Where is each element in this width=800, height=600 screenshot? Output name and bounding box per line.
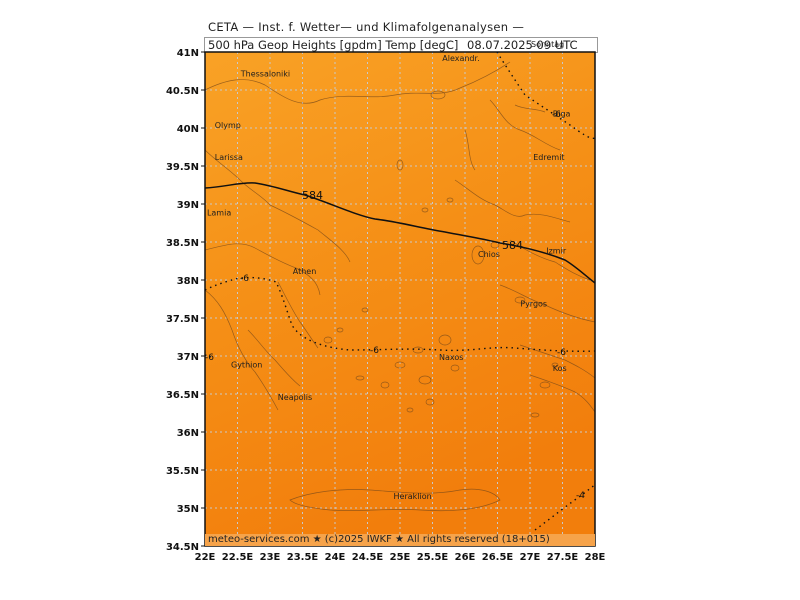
city-label: Gythion	[231, 360, 262, 369]
lon-tick-label: 24E	[325, 552, 346, 563]
lon-tick-label: 23E	[260, 552, 281, 563]
lon-tick-label: 24.5E	[352, 552, 384, 563]
lon-tick-label: 26.5E	[482, 552, 514, 563]
city-label: Biga	[553, 110, 571, 119]
city-label: Neapolis	[278, 393, 312, 402]
lat-tick-label: 41N	[177, 48, 199, 59]
lat-tick-label: 39N	[177, 200, 199, 211]
city-label: Larissa	[215, 153, 243, 162]
isotherms	[204, 51, 596, 531]
lon-tick-label: 25E	[390, 552, 411, 563]
isotherm-label: -6	[205, 353, 214, 363]
isotherm-label: -4	[576, 491, 585, 501]
lon-tick-label: 27.5E	[547, 552, 579, 563]
isotherm-label: -6	[240, 274, 249, 284]
lon-tick-label: 22.5E	[222, 552, 254, 563]
city-label: Heraklion	[394, 492, 432, 501]
city-label: Edremit	[533, 153, 564, 162]
city-labels: Thessaloniki Alexandr. Olymp Biga Larissa Edr…	[207, 54, 571, 501]
height-contour-label: 584	[302, 189, 323, 202]
isotherm-label: -6	[552, 110, 561, 120]
lat-tick-label: 36N	[177, 428, 199, 439]
lat-tick-label: 40N	[177, 124, 199, 135]
map-subtitle-variables: 500 hPa Geop Heights [gpdm] Temp [degC]	[208, 38, 459, 52]
map-subtitle-date: 08.07.2025 09 UTC	[467, 38, 578, 52]
lat-tick-label: 35.5N	[166, 466, 199, 477]
lat-tick-label: 38.5N	[166, 238, 199, 249]
lat-tick-label: 39.5N	[166, 162, 199, 173]
city-label: Chios	[478, 250, 500, 259]
isotherm-label: -6	[370, 346, 379, 356]
axis-labels: 22E 22.5E 23E 23.5E 24E 24.5E 25E 25.5E 26E 26.5E…	[166, 48, 606, 563]
height-contour-584	[204, 182, 596, 284]
lat-tick-label: 37N	[177, 352, 199, 363]
city-label: Izmir	[546, 246, 567, 255]
lat-tick-label: 40.5N	[166, 86, 199, 97]
lon-tick-label: 27E	[520, 552, 541, 563]
lat-tick-label: 38N	[177, 276, 199, 287]
city-label: Kos	[553, 364, 567, 373]
copyright-footer: meteo-services.com ★ (c)2025 IWKF ★ All …	[205, 534, 595, 546]
city-label: Pyrgos	[520, 300, 547, 309]
lon-tick-label: 28E	[585, 552, 606, 563]
city-label: Alexandr.	[442, 54, 479, 63]
lat-tick-label: 35N	[177, 504, 199, 515]
city-label: Naxos	[439, 353, 463, 362]
coastlines	[204, 61, 596, 512]
map-frame	[204, 51, 596, 547]
isotherm-label: -6	[557, 348, 566, 358]
city-label: Lamia	[207, 208, 231, 217]
lat-tick-label: 34.5N	[166, 542, 199, 553]
city-label: Olymp	[215, 121, 241, 130]
lon-tick-label: 23.5E	[287, 552, 319, 563]
height-contour-label: 584	[502, 239, 523, 252]
lon-tick-label: 25.5E	[417, 552, 449, 563]
lon-tick-label: 26E	[455, 552, 476, 563]
lat-tick-label: 36.5N	[166, 390, 199, 401]
map-title: CETA — Inst. f. Wetter— und Klimafolgena…	[208, 20, 525, 34]
lon-tick-label: 22E	[195, 552, 216, 563]
map-subtitle-day: Sonntag	[531, 40, 565, 49]
lat-tick-label: 37.5N	[166, 314, 199, 325]
city-label: Thessaloniki	[240, 69, 290, 78]
city-label: Athen	[293, 267, 317, 276]
